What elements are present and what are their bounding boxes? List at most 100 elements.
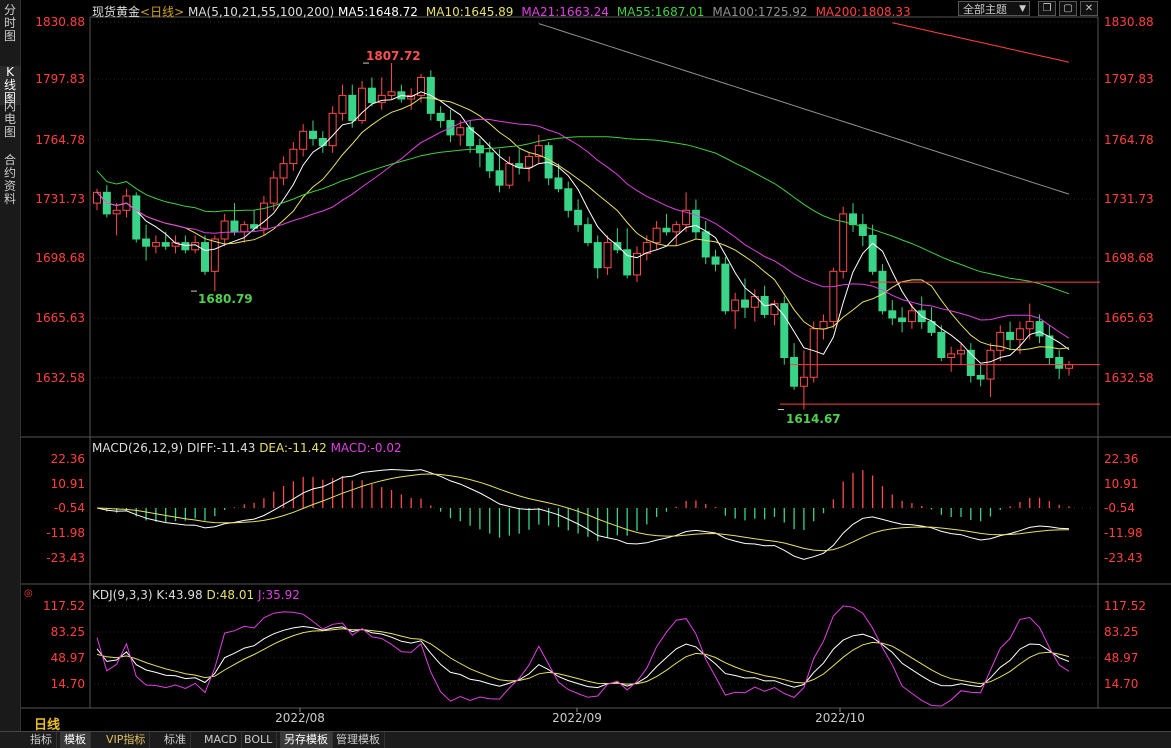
candle-body [348,94,357,122]
price-axis-label-left: 1665.63 [35,311,85,325]
candle-body [309,130,317,139]
maximize-icon[interactable]: ▢ [1059,1,1077,16]
candle-body [240,224,249,233]
candle-body [358,87,367,122]
candle-body [682,209,691,226]
kdj-d: D:48.01 [206,588,255,602]
candle-body [731,299,740,312]
bottom-tab-4[interactable]: MACD [200,732,242,748]
sidebar-tab-3[interactable]: 合约资料 [3,153,16,206]
time-axis-label: 2022/10 [815,711,865,725]
candle-body [132,195,141,240]
price-axis-label-left: 1830.88 [35,15,85,29]
candle-body [456,127,465,136]
candle-body [417,76,425,96]
candle-body [957,349,965,355]
candle-body [230,220,239,233]
bottom-tab-1[interactable]: 模板 [60,732,91,748]
candle-body [839,213,848,272]
restore-icon[interactable]: ❐ [1038,1,1056,16]
bottom-toolbar: 指标 模板 VIP指标 标准 MACD BOLL 另存模板 管理模板 [0,731,1171,748]
candle-body [1055,356,1064,369]
macd-axis-label-right: -11.98 [1104,526,1143,540]
bottom-tab-7[interactable]: 管理模板 [332,732,385,748]
price-axis-label-right: 1665.63 [1104,311,1154,325]
bottom-tab-6[interactable]: 另存模板 [280,732,333,748]
kdj-k: K:43.98 [156,588,203,602]
candle-body [927,321,936,333]
candle-body [201,242,209,272]
kdj-axis-label-left: 117.52 [43,599,85,613]
ma-label-3: MA55:1687.01 [616,5,705,19]
price-annotation: 1807.72 [366,49,421,63]
macd-axis-label-right: -23.43 [1104,551,1143,565]
chart-canvas[interactable]: 1830.88 1830.88 1797.83 1797.83 1764.78 1764.… [0,0,1171,731]
candle-body [142,238,151,247]
bottom-tab-5[interactable]: BOLL [240,732,278,748]
candle-body [151,242,160,247]
candle-body [299,130,308,150]
candle-body [652,227,661,244]
sidebar-tab-2[interactable]: 闪电图 [3,99,16,139]
candle-body [436,112,445,122]
candle-body [112,209,121,215]
candle-body [937,331,946,358]
candle-body [495,170,504,186]
price-axis-label-right: 1797.83 [1104,72,1154,86]
price-axis-label-right: 1698.68 [1104,251,1154,265]
macd-axis-label-left: -23.43 [46,551,85,565]
candle-body [947,353,956,358]
candle-body [750,295,759,308]
ma55-line [96,136,1070,295]
candle-body [849,213,857,226]
candle-body [858,224,867,236]
ma-label-1: MA10:1645.89 [425,5,514,19]
candle-body [829,270,838,323]
close-icon[interactable]: ✕ [1080,1,1098,16]
candle-body [741,299,749,308]
ma-label-5: MA200:1808.33 [815,5,911,19]
macd-axis-label-right: 10.91 [1104,477,1138,491]
candle-body [662,227,671,233]
kdj-axis-label-right: 48.97 [1104,651,1138,665]
candle-body [328,112,337,147]
candle-body [888,310,897,319]
kdj-axis-label-left: 14.70 [51,677,85,691]
macd-diff: DIFF:-11.43 [186,441,256,455]
candle-body [525,155,533,168]
candle-body [593,242,602,269]
candle-body [181,242,190,251]
ma-params: MA(5,10,21,55,100,200) [187,5,335,19]
price-axis-label-left: 1764.78 [35,133,85,147]
candle-body [583,224,592,244]
candle-body [711,256,720,265]
candle-body [377,94,386,104]
candle-body [574,209,583,226]
price-axis-label-right: 1830.88 [1104,15,1154,29]
sidebar-tab-0[interactable]: 分时图 [3,3,16,43]
candle-body [868,234,877,272]
period-label[interactable]: 日线 [34,718,61,733]
bottom-tab-2[interactable]: VIP指标 [102,732,151,748]
candle-body [1035,321,1044,337]
candle-body [93,191,101,204]
kdj-d-line [96,628,1070,685]
candle-body [613,242,622,251]
bottom-tab-3[interactable]: 标准 [160,732,191,748]
candle-body [623,249,632,276]
ma-label-0: MA5:1648.72 [338,5,418,19]
candle-body [564,188,573,211]
candle-body [259,202,268,229]
candle-body [1006,331,1015,341]
candle-body [907,310,916,323]
theme-select[interactable]: 全部主题 ▼ [958,1,1030,16]
candle-body [1065,364,1073,369]
kdj-marker-icon: ◎ [24,588,33,599]
macd-value: MACD:-0.02 [330,441,402,455]
price-annotation: 1680.79 [198,292,253,306]
macd-axis-label-left: -0.54 [54,501,85,515]
time-axis-label: 2022/08 [275,711,325,725]
bottom-tab-0[interactable]: 指标 [26,732,57,748]
macd-dea-line [96,473,1070,552]
